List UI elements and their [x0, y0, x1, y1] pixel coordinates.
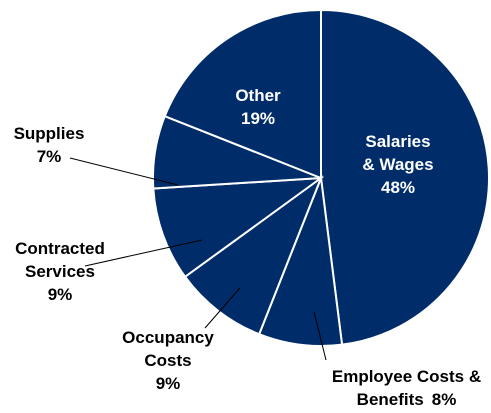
pie-slice [183, 175, 324, 336]
pie-slice [152, 176, 325, 279]
category-label: Occupancy Costs [122, 328, 214, 370]
slice-label: Other 19% [213, 84, 303, 130]
value-label: 8% [431, 390, 457, 409]
category-label: Supplies [13, 124, 85, 143]
leader-line [69, 157, 179, 186]
slice-label: Employee Costs & Benefits 8% [329, 365, 484, 411]
value-label: 19% [240, 109, 276, 128]
slice-label: Supplies 7% [4, 122, 94, 168]
leader-line [84, 239, 203, 267]
value-label: 7% [36, 147, 62, 166]
value-label: 48% [380, 178, 416, 197]
slice-label: Contracted Services 9% [2, 237, 118, 306]
pie-slice [320, 8, 490, 346]
leader-line [204, 287, 241, 329]
category-label: Other [235, 86, 281, 105]
category-label: Employee Costs & Benefits [331, 367, 482, 409]
value-label: 9% [47, 285, 73, 304]
category-label: Salaries & Wages [362, 132, 434, 174]
slice-label: Occupancy Costs 9% [118, 326, 218, 395]
category-label: Contracted Services [15, 239, 105, 281]
value-label: 9% [155, 374, 181, 393]
pie-slice [163, 8, 322, 180]
slice-label: Salaries & Wages 48% [358, 130, 438, 199]
leader-line [313, 311, 327, 361]
